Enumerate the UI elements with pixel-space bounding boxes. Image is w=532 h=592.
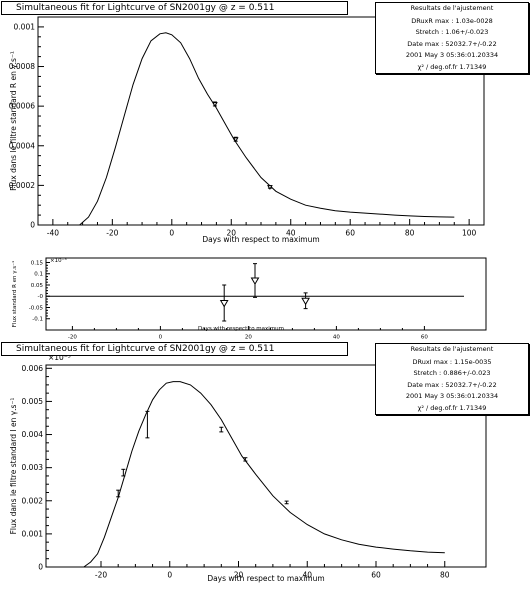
x-tick-label: 60 <box>421 335 428 341</box>
x-axis-label: Days with respect to maximum <box>202 235 319 244</box>
chart1-title-text: Simultaneous fit for Lightcurve of SN200… <box>16 3 275 13</box>
data-point <box>121 468 126 477</box>
stats-line: 2001 May 3 05:36:01.20334 <box>405 392 499 400</box>
y-tick-label: 0.006 <box>22 364 44 373</box>
chart-2: -20 0 20 40 60 -0.1 -0.05 -0 0.05 0.1 0.15 Days wit… <box>11 257 487 341</box>
data-point <box>219 426 224 433</box>
x-tick-label: 40 <box>333 335 340 341</box>
x-tick-label: 60 <box>371 571 381 580</box>
plot-frame <box>45 257 487 331</box>
y-tick-label: 0.0006 <box>9 102 35 111</box>
y-tick-label: 0.0004 <box>9 141 35 150</box>
x-axis-label: Days with respect to maximum <box>207 574 324 583</box>
y-axis-label: Flux dans le filtre standard I en γ.s⁻¹ <box>9 398 18 535</box>
y-tick-label: -0.1 <box>32 317 43 323</box>
x-tick-label: 40 <box>286 229 296 238</box>
x-tick-label: 0 <box>169 229 174 238</box>
y-tick-label: 0.004 <box>22 430 44 439</box>
stats-line: Date max : 52032.7+/-0.22 <box>407 39 497 48</box>
chart3-title: Simultaneous fit for Lightcurve of SN200… <box>1 342 348 356</box>
y-tick-label: 0.002 <box>22 496 44 505</box>
data-point <box>243 457 248 462</box>
chart3-stats-box: Resultats de l'ajustement DRuxI max : 1.… <box>375 343 529 415</box>
y-tick-label: 0.0008 <box>9 62 35 71</box>
x-tick-label: 100 <box>462 229 477 238</box>
data-point <box>145 410 150 439</box>
fit-curve <box>83 381 445 568</box>
data-point <box>116 489 121 498</box>
x-tick-label: 40 <box>302 571 312 580</box>
y-tick-label: 0.001 <box>22 529 44 538</box>
y-exponent-label: ×10⁻³ <box>50 257 67 264</box>
x-tick-label: 0 <box>167 571 172 580</box>
stats-line: DRuxI max : 1.15e-0035 <box>412 357 492 366</box>
x-tick-label: -20 <box>95 571 107 580</box>
x-tick-label: 20 <box>245 335 252 341</box>
triangle-marker <box>267 185 273 190</box>
y-tick-label: 0.005 <box>22 397 44 406</box>
chart3-title-text: Simultaneous fit for Lightcurve of SN200… <box>16 344 275 354</box>
data-point <box>267 185 273 190</box>
x-tick-label: 80 <box>405 229 415 238</box>
y-tick-label: 0.1 <box>34 272 43 278</box>
triangle-marker <box>301 297 310 306</box>
y-tick-label: 0.001 <box>14 22 36 31</box>
data-point <box>219 284 229 322</box>
triangle-marker <box>250 277 260 285</box>
chart-1: -40 -20 0 20 40 60 80 100 0 0.0002 0.0004 0.0006 0.0… <box>9 16 485 244</box>
stats-header: Resultats de l'ajustement <box>410 4 494 12</box>
x-tick-label: -20 <box>106 229 118 238</box>
y-tick-label: 0 <box>38 563 43 572</box>
y-tick-label: 0.15 <box>31 260 44 266</box>
stats-line: 2001 May 3 05:36:01.20334 <box>405 51 499 59</box>
triangle-marker <box>232 137 239 143</box>
y-tick-label: 0.05 <box>31 283 44 289</box>
y-tick-label: 0.003 <box>22 463 44 472</box>
y-tick-label: -0.05 <box>29 305 44 311</box>
triangle-marker <box>219 300 229 308</box>
x-tick-label: 60 <box>345 229 355 238</box>
stats-header: Resultats de l'ajustement <box>410 345 494 353</box>
stats-line: χ² / deg.of.fr 1.71349 <box>417 62 487 71</box>
x-axis-label: Days with respect to maximum <box>198 326 284 332</box>
data-point <box>301 292 310 310</box>
data-point <box>212 101 218 107</box>
y-axis-label: Flux standard R en γ.s⁻¹ <box>11 261 18 328</box>
y-axis-label: Flux dans le filtre standard R en γ.s⁻¹ <box>9 51 18 191</box>
x-tick-label: -20 <box>68 335 77 341</box>
stats-line: Stretch : 1.06+/-0.023 <box>415 28 489 36</box>
stats-line: DRuxR max : 1.03e-0028 <box>411 16 493 25</box>
chart1-stats-box: Resultats de l'ajustement DRuxR max : 1.… <box>375 2 529 74</box>
chart-3: -20 0 20 40 60 80 0 0.001 0.002 0.003 0.004 0.005 0.… <box>9 353 487 583</box>
chart1-title: Simultaneous fit for Lightcurve of SN200… <box>1 1 348 15</box>
fit-curve <box>79 32 455 226</box>
y-exponent-label: ×10⁻³ <box>48 353 71 362</box>
data-point <box>232 136 239 143</box>
y-tick-label: 0 <box>30 221 35 230</box>
x-tick-label: -40 <box>47 229 59 238</box>
x-tick-label: 80 <box>440 571 450 580</box>
data-point <box>250 263 260 298</box>
y-tick-label: -0 <box>38 294 44 300</box>
stats-line: Stretch : 0.886+/-0.023 <box>413 369 491 377</box>
triangle-marker <box>212 102 218 107</box>
x-tick-label: 20 <box>234 571 244 580</box>
stats-line: χ² / deg.of.fr 1.71349 <box>417 403 487 412</box>
plot-frame <box>45 364 487 568</box>
stats-line: Date max : 52032.7+/-0.22 <box>407 380 497 389</box>
x-tick-label: 0 <box>159 335 163 341</box>
data-point <box>284 500 289 505</box>
x-tick-label: 20 <box>226 229 236 238</box>
y-tick-label: 0.0002 <box>9 181 35 190</box>
